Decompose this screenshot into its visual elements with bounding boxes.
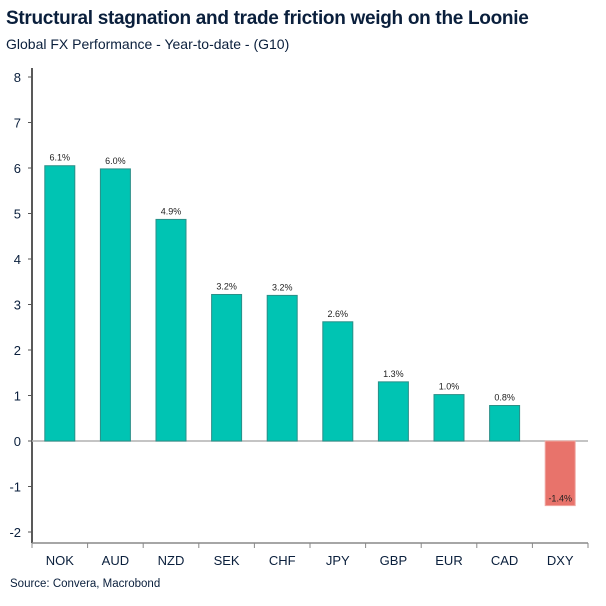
bar-chf: [266, 294, 298, 442]
y-tick-label: 7: [14, 116, 21, 131]
data-label: 0.8%: [494, 393, 515, 403]
x-tick-label: SEK: [214, 553, 240, 568]
data-label: 2.6%: [328, 309, 349, 319]
data-label: 6.1%: [50, 153, 71, 163]
data-label: 1.0%: [439, 382, 460, 392]
x-tick-label: AUD: [102, 553, 129, 568]
x-tick-label: GBP: [380, 553, 407, 568]
chart-subtitle: Global FX Performance - Year-to-date - (…: [6, 36, 290, 52]
x-tick-label: DXY: [547, 553, 574, 568]
bar-nzd: [155, 218, 187, 442]
bar-gbp: [377, 381, 409, 442]
data-label: 1.3%: [383, 369, 404, 379]
y-tick-label: 3: [14, 298, 21, 313]
y-tick-label: 1: [14, 389, 21, 404]
y-tick-label: 2: [14, 343, 21, 358]
data-label: 3.2%: [216, 281, 237, 291]
data-label: 3.2%: [272, 282, 293, 292]
y-tick-label: 0: [14, 434, 21, 449]
y-tick-label: 6: [14, 161, 21, 176]
y-tick-label: -2: [9, 525, 21, 540]
x-tick-label: NZD: [158, 553, 185, 568]
bar-eur: [433, 394, 465, 442]
x-tick-label: CHF: [269, 553, 296, 568]
y-tick-label: -1: [9, 480, 21, 495]
bar-jpy: [322, 321, 354, 442]
data-label: -1.4%: [548, 494, 572, 504]
x-tick-label: JPY: [326, 553, 350, 568]
y-tick-label: 5: [14, 207, 21, 222]
data-label: 6.0%: [105, 156, 126, 166]
y-tick-label: 8: [14, 70, 21, 85]
data-label: 4.9%: [161, 206, 182, 216]
source-note: Source: Convera, Macrobond: [10, 578, 161, 590]
bar-cad: [489, 405, 521, 442]
chart-title: Structural stagnation and trade friction…: [6, 8, 529, 29]
x-tick-label: EUR: [435, 553, 462, 568]
bar-aud: [99, 168, 131, 442]
bar-sek: [211, 293, 243, 442]
x-tick-label: NOK: [46, 553, 75, 568]
y-tick-label: 4: [14, 252, 21, 267]
bar-dxy: [544, 440, 576, 507]
bar-nok: [44, 165, 76, 442]
x-tick-label: CAD: [491, 553, 518, 568]
